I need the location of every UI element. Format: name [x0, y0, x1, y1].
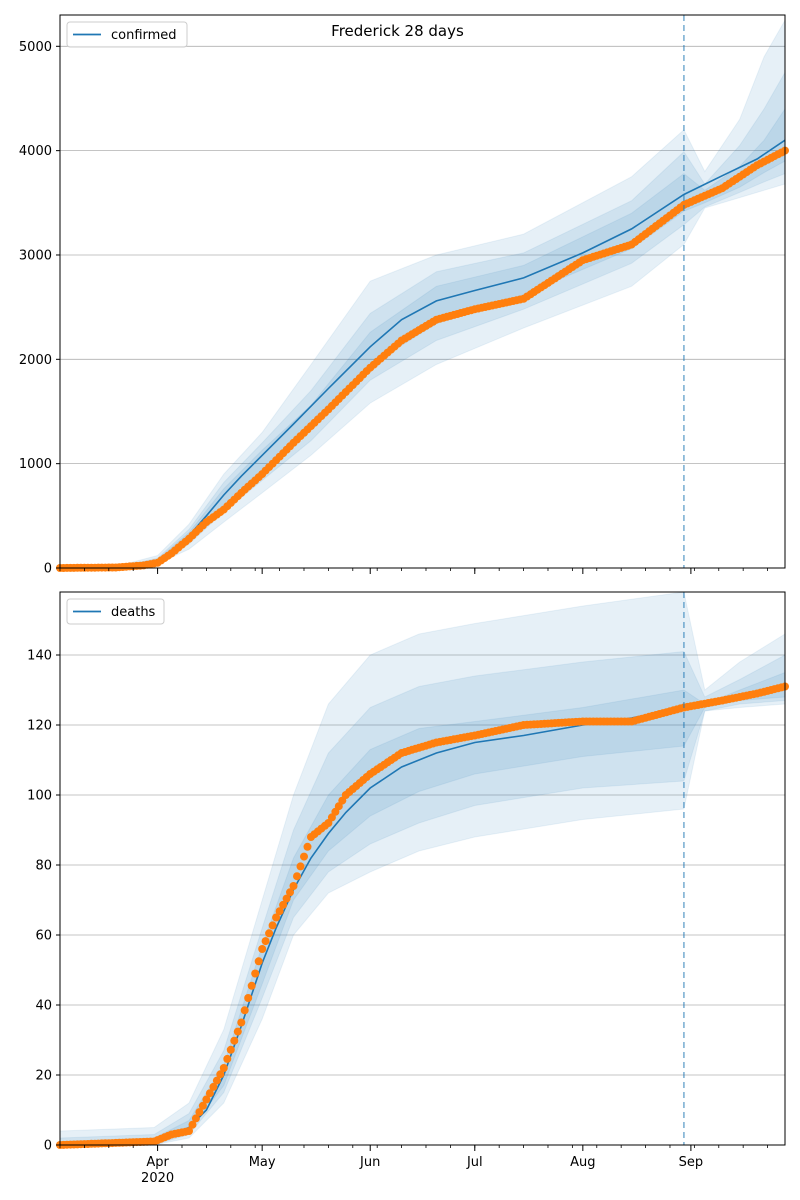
deaths-observed-point — [233, 1027, 242, 1036]
deaths-observed-point — [223, 1054, 232, 1063]
confirmed-legend: confirmed — [66, 21, 188, 48]
deaths-observed-point — [268, 921, 277, 930]
confirmed-ytick-label: 3000 — [19, 248, 52, 263]
confirmed-axes-frame — [59, 14, 786, 569]
confirmed-legend-box — [66, 21, 188, 48]
deaths-observed-point — [265, 929, 274, 938]
deaths-observed-point — [303, 842, 312, 851]
confirmed-panel: 0 1000 2000 3000 4000 5000 Frederick 28 days co… — [19, 14, 789, 577]
deaths-legend-label: deaths — [111, 605, 156, 620]
xtick-label: Jul — [466, 1155, 483, 1170]
deaths-observed-point — [275, 907, 284, 916]
deaths-observed-point — [212, 1076, 221, 1085]
deaths-observed-point — [293, 872, 301, 881]
deaths-observed-point — [237, 1018, 246, 1027]
deaths-observed-point — [244, 994, 253, 1002]
deaths-observed-point — [185, 1127, 193, 1135]
deaths-ytick-label: 80 — [35, 859, 52, 874]
deaths-ytick-label: 0 — [44, 1139, 52, 1154]
confirmed-ytick-label: 1000 — [19, 457, 52, 472]
chart-title: Frederick 28 days — [331, 22, 464, 40]
confirmed-ytick-label: 4000 — [19, 144, 52, 159]
deaths-ytick-label: 100 — [27, 789, 52, 804]
xtick-label: Jun — [359, 1155, 380, 1170]
deaths-observed-point — [296, 862, 305, 871]
deaths-observed-point — [219, 1064, 228, 1072]
deaths-observed-point — [289, 882, 298, 890]
confirmed-ytick-label: 2000 — [19, 353, 52, 368]
deaths-ytick-label: 40 — [35, 999, 52, 1014]
deaths-observed-point — [195, 1108, 204, 1117]
deaths-observed-point — [198, 1101, 207, 1110]
deaths-ytick-label: 20 — [35, 1069, 52, 1084]
xtick-label: Sep — [679, 1155, 704, 1170]
confirmed-legend-label: confirmed — [111, 28, 177, 43]
confirmed-ytick-label: 0 — [44, 562, 52, 577]
xtick-sublabel: 2020 — [141, 1171, 174, 1186]
deaths-observed-point — [205, 1089, 214, 1098]
deaths-observed-point — [258, 945, 267, 953]
deaths-observed-point — [251, 969, 260, 978]
deaths-ytick-label: 60 — [35, 929, 52, 944]
deaths-observed-point — [300, 852, 308, 861]
deaths-observed-point — [202, 1095, 211, 1104]
xtick-label: Apr — [146, 1155, 169, 1170]
deaths-axes-frame — [59, 591, 786, 1146]
deaths-observed-point — [286, 888, 294, 897]
deaths-ytick-label: 140 — [27, 649, 52, 664]
deaths-observed-point — [226, 1045, 235, 1054]
deaths-observed-point — [247, 981, 256, 990]
deaths-observed-point — [261, 937, 270, 946]
xtick-label: Aug — [570, 1155, 595, 1170]
deaths-observed-point — [282, 894, 291, 903]
deaths-observed-point — [188, 1120, 197, 1129]
deaths-observed-point — [279, 900, 288, 909]
deaths-ytick-label: 120 — [27, 719, 52, 734]
deaths-observed-point — [230, 1036, 239, 1045]
deaths-legend: deaths — [66, 598, 165, 625]
confirmed-ytick-label: 5000 — [19, 40, 52, 55]
deaths-observed-point — [240, 1006, 249, 1015]
deaths-observed-point — [272, 913, 281, 922]
deaths-observed-point — [191, 1114, 200, 1123]
deaths-observed-point — [216, 1070, 225, 1079]
xtick-label: May — [249, 1155, 276, 1170]
deaths-observed-point — [209, 1082, 218, 1091]
deaths-observed-point — [254, 957, 263, 966]
deaths-legend-box — [66, 598, 165, 625]
